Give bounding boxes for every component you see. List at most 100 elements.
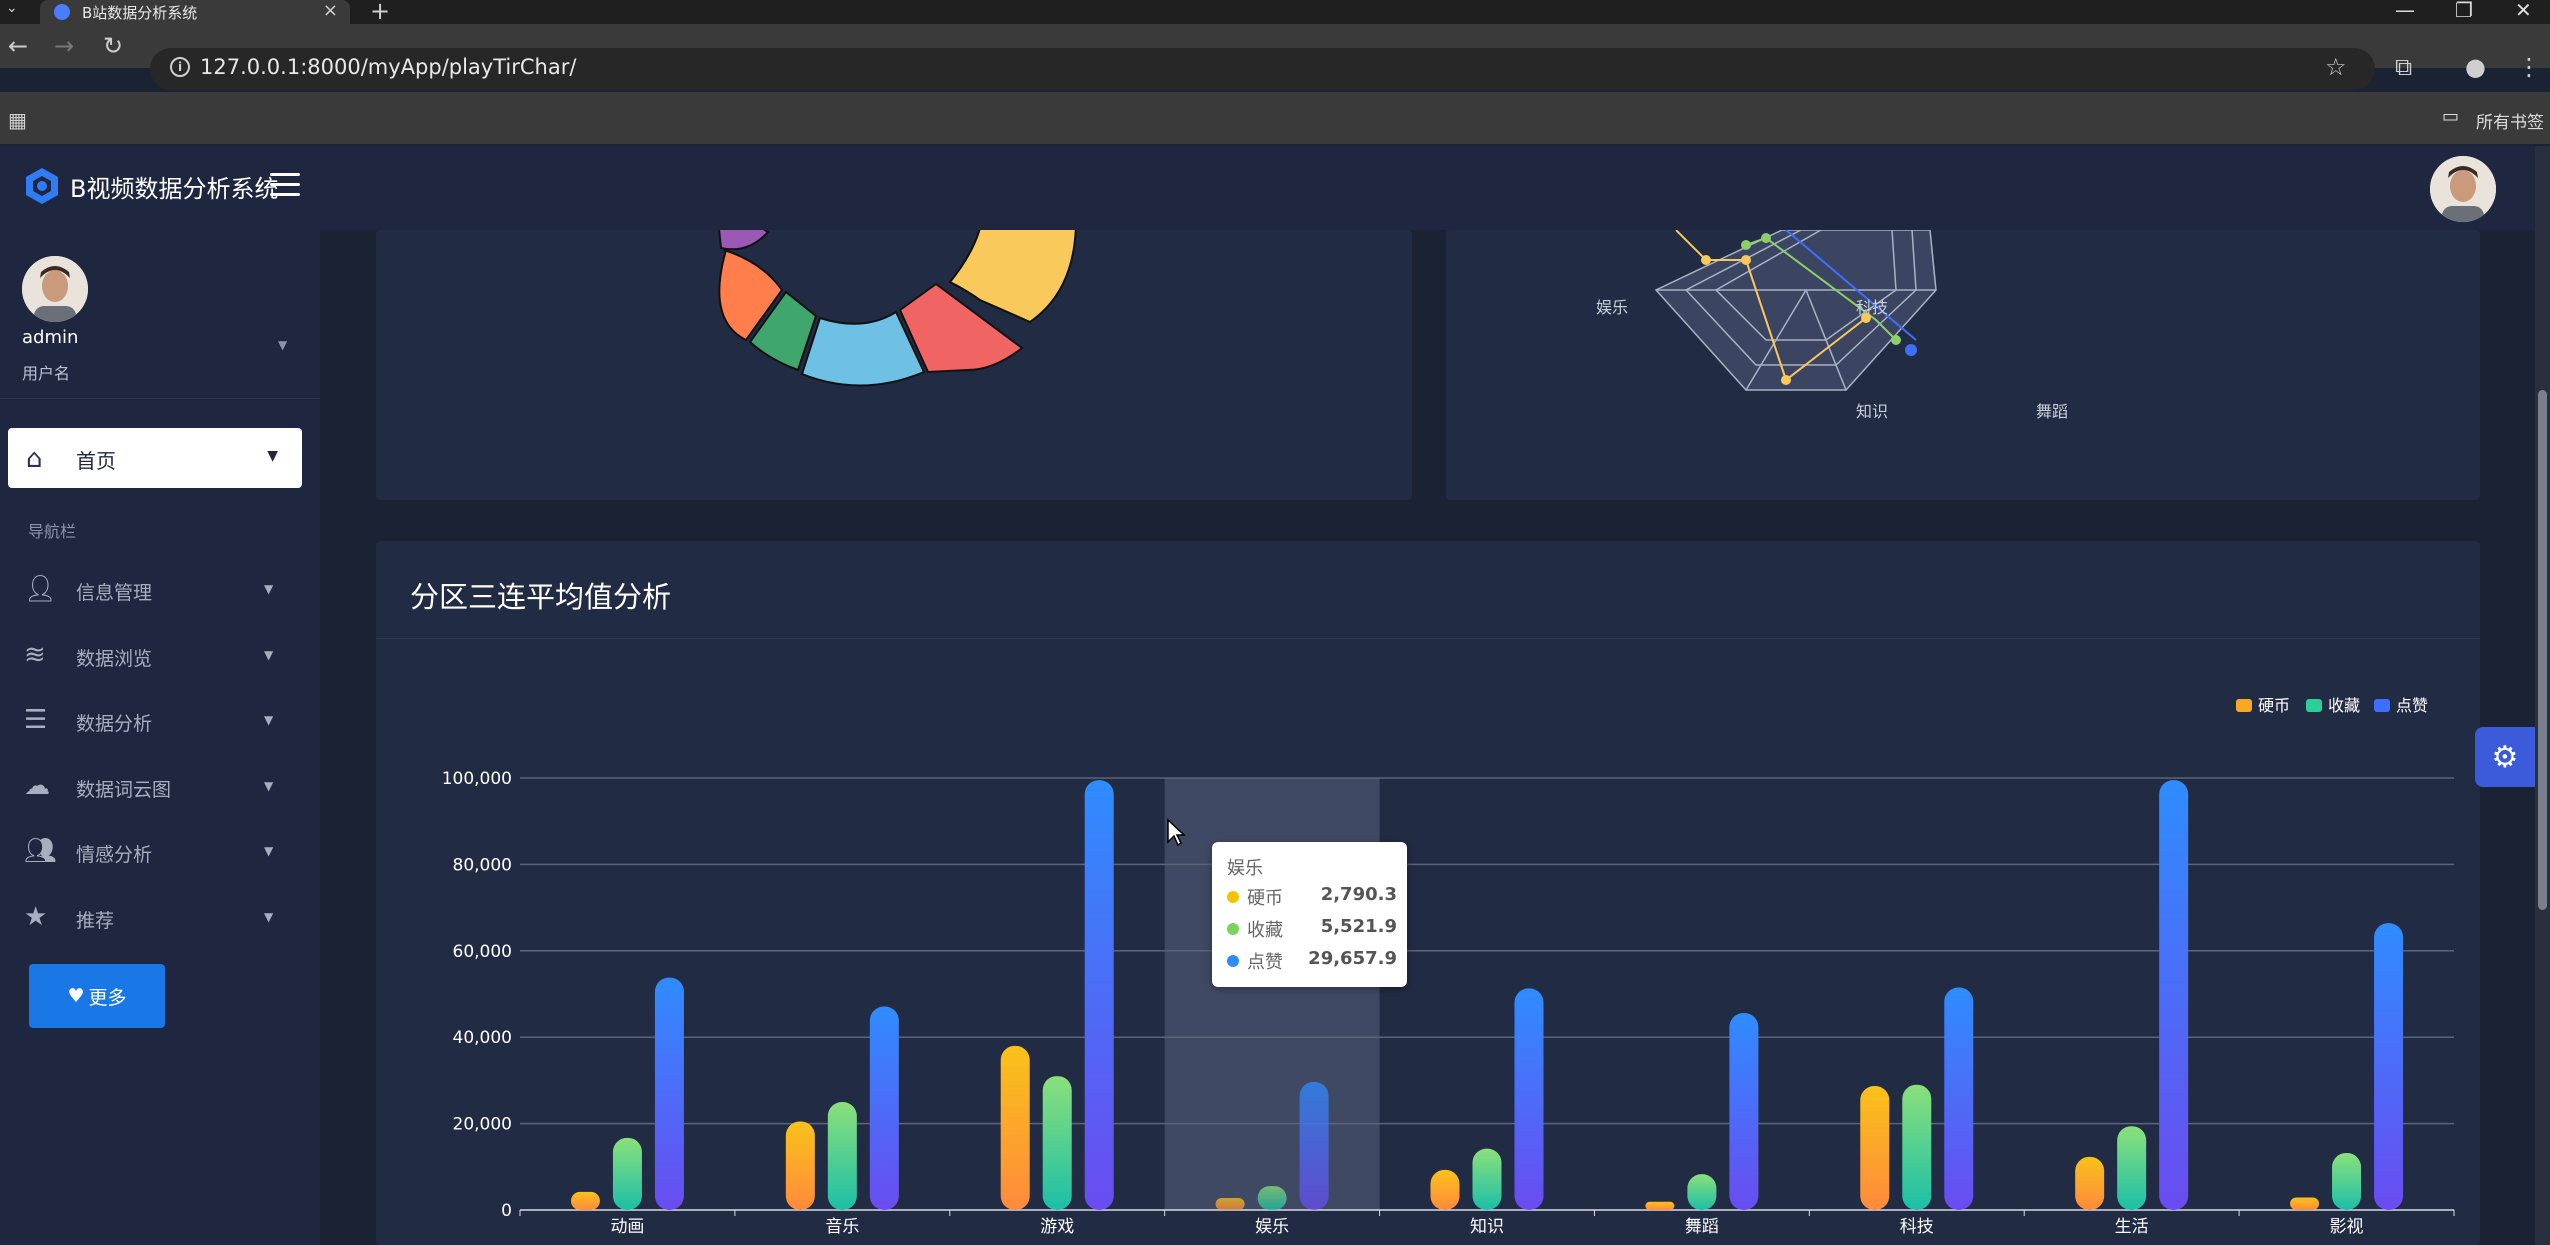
bar[interactable] — [827, 1102, 857, 1210]
bar[interactable] — [1215, 1197, 1245, 1210]
user-menu-caret-icon[interactable]: ▼ — [278, 338, 288, 352]
bar[interactable] — [570, 1191, 600, 1210]
tooltip-row: 点赞 29,657.9 — [1227, 948, 1397, 973]
profile-icon[interactable]: ● — [2465, 53, 2486, 81]
browser-menu-icon[interactable]: ⋮ — [2517, 53, 2541, 81]
x-tick-label: 影视 — [2330, 1217, 2364, 1237]
legend-item-fav[interactable]: 收藏 — [2306, 692, 2360, 716]
chevron-down-icon: ▼ — [264, 910, 274, 924]
more-button[interactable]: ♥ 更多 — [29, 964, 165, 1028]
settings-gear-icon[interactable]: ⚙ — [2475, 727, 2535, 787]
mouse-cursor-icon — [1167, 818, 1186, 847]
tooltip-title: 娱乐 — [1227, 858, 1263, 879]
bar[interactable] — [1687, 1174, 1717, 1210]
bar[interactable] — [1299, 1081, 1329, 1210]
list-icon: ☰ — [24, 705, 48, 735]
site-info-icon[interactable]: i — [170, 57, 190, 77]
reload-icon[interactable]: ↻ — [103, 32, 124, 60]
bar-chart: 0 20,000 40,000 60,000 80,000 100,000 动画 音乐 游戏 娱乐… — [442, 769, 2455, 1237]
bar[interactable] — [1645, 1201, 1675, 1210]
pie-slice[interactable] — [898, 282, 1024, 374]
bar[interactable] — [2159, 780, 2189, 1210]
sidebar-item-label: 推荐 — [76, 910, 115, 932]
sidebar-item-label: 数据分析 — [76, 713, 153, 735]
site-favicon-icon — [54, 4, 70, 20]
bar[interactable] — [1729, 1013, 1759, 1210]
bar[interactable] — [2332, 1152, 2362, 1210]
bar[interactable] — [1944, 987, 1974, 1210]
tab-search-icon[interactable]: ⌄ — [6, 0, 18, 16]
chevron-down-icon: ▼ — [264, 779, 274, 793]
radar-axis-label: 娱乐 — [1596, 298, 1628, 317]
menu-toggle-icon[interactable] — [270, 173, 300, 203]
pie-slice[interactable] — [714, 198, 770, 251]
layers-icon: ≋ — [24, 640, 46, 670]
bar[interactable] — [1042, 1076, 1072, 1210]
chart-tooltip: 娱乐 硬币 2,790.3 收藏 5,521.9 点赞 29,657.9 — [1212, 842, 1407, 987]
bar[interactable] — [1084, 780, 1114, 1210]
bar[interactable] — [2075, 1156, 2105, 1210]
url-text[interactable]: 127.0.0.1:8000/myApp/playTirChar/ — [200, 55, 577, 79]
tooltip-row: 收藏 5,521.9 — [1227, 916, 1397, 941]
sidebar-item-sentiment[interactable]: 👥︎ 情感分析 ▼ — [0, 822, 320, 882]
sidebar-item-analysis[interactable]: ☰ 数据分析 ▼ — [0, 691, 320, 751]
legend-item-like[interactable]: 点赞 — [2374, 692, 2428, 716]
radar-chart: 娱乐 科技 — [1596, 229, 1937, 391]
bookmark-bar — [0, 92, 2550, 144]
brand-title[interactable]: B视频数据分析系统 — [70, 175, 279, 203]
window-close-icon[interactable]: ✕ — [2515, 0, 2532, 22]
browser-tab-strip: ⌄ B站数据分析系统 × + — ❐ ✕ — [0, 0, 2550, 25]
bar[interactable] — [785, 1121, 815, 1210]
bar[interactable] — [1860, 1086, 1890, 1210]
rose-pie-chart — [714, 198, 1078, 387]
pie-slice[interactable] — [718, 249, 784, 342]
sidebar-item-browse[interactable]: ≋ 数据浏览 ▼ — [0, 626, 320, 686]
sidebar-item-wordcloud[interactable]: ☁ 数据词云图 ▼ — [0, 757, 320, 817]
legend-item-coin[interactable]: 硬币 — [2236, 692, 2290, 716]
user-role: 用户名 — [22, 364, 71, 383]
bar[interactable] — [612, 1137, 642, 1210]
pie-slice[interactable] — [948, 219, 1078, 324]
bar[interactable] — [1257, 1186, 1287, 1210]
logo-icon — [26, 168, 58, 204]
sidebar-divider — [0, 398, 320, 399]
tab-title: B站数据分析系统 — [82, 3, 198, 22]
bar[interactable] — [1902, 1084, 1932, 1210]
radar-axis-label: 科技 — [1856, 298, 1888, 317]
header-avatar[interactable] — [2430, 156, 2496, 222]
bar[interactable] — [1514, 988, 1544, 1210]
forward-icon[interactable]: → — [54, 32, 75, 60]
pie-slice[interactable] — [800, 310, 926, 387]
sidebar-item-label: 情感分析 — [76, 844, 153, 866]
extensions-icon[interactable]: ⧉ — [2395, 53, 2413, 81]
bar[interactable] — [1000, 1045, 1030, 1210]
minimize-icon[interactable]: — — [2395, 0, 2415, 22]
sidebar-item-info[interactable]: 👤︎ 信息管理 ▼ — [0, 560, 320, 620]
bar[interactable] — [869, 1006, 899, 1210]
address-bar[interactable] — [150, 48, 2375, 90]
nav-section-label: 导航栏 — [28, 522, 77, 541]
y-tick-label: 100,000 — [442, 769, 512, 789]
apps-grid-icon[interactable]: ▦ — [8, 108, 27, 132]
sidebar-item-home[interactable]: ⌂ 首页 ▼ — [8, 428, 302, 488]
scrollbar-thumb[interactable] — [2538, 390, 2547, 910]
bar[interactable] — [1430, 1169, 1460, 1210]
pie-slice[interactable] — [748, 290, 818, 372]
sidebar-item-label: 数据浏览 — [76, 648, 153, 670]
bar[interactable] — [2290, 1197, 2320, 1210]
bar[interactable] — [654, 977, 684, 1210]
bar[interactable] — [1472, 1148, 1502, 1210]
browser-tab[interactable]: B站数据分析系统 × — [40, 0, 350, 24]
tab-close-icon[interactable]: × — [322, 0, 338, 21]
bookmark-star-icon[interactable]: ☆ — [2325, 53, 2347, 81]
bar[interactable] — [2117, 1126, 2147, 1210]
sidebar-item-recommend[interactable]: ★ 推荐 ▼ — [0, 888, 320, 948]
x-tick-label: 娱乐 — [1255, 1217, 1289, 1237]
y-tick-label: 40,000 — [453, 1028, 512, 1048]
restore-icon[interactable]: ❐ — [2455, 0, 2473, 22]
all-bookmarks-link[interactable]: 所有书签 — [2476, 113, 2544, 133]
pie-chart-card — [376, 198, 1412, 500]
back-icon[interactable]: ← — [8, 32, 29, 60]
bar[interactable] — [2374, 923, 2404, 1210]
new-tab-icon[interactable]: + — [370, 0, 391, 25]
